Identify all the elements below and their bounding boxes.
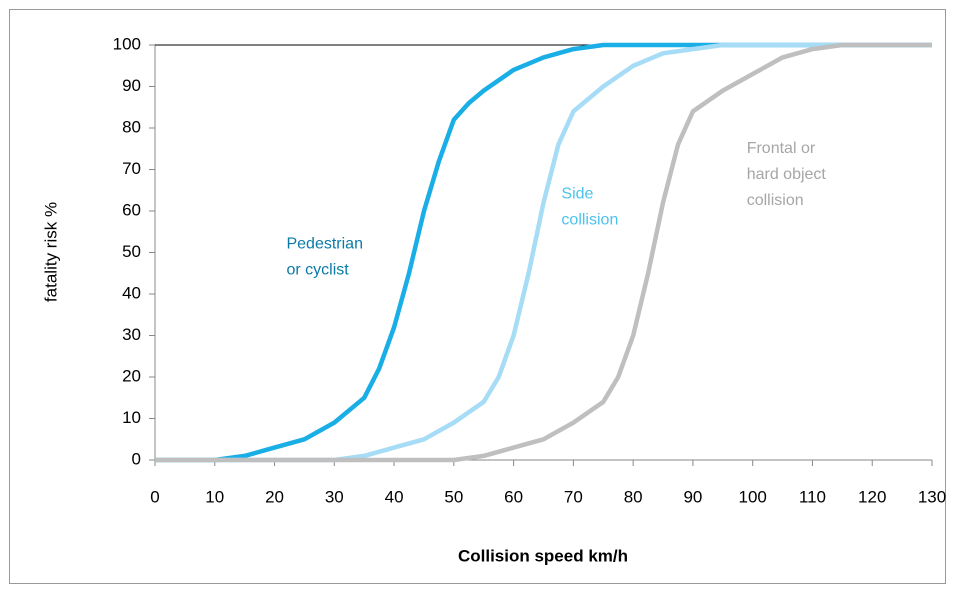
x-tick-label: 60	[504, 487, 523, 506]
x-tick-label: 90	[683, 487, 702, 506]
series-label: Pedestrian	[286, 235, 363, 252]
x-tick-label: 40	[385, 487, 404, 506]
series-label: collision	[747, 192, 804, 209]
x-tick-label: 100	[739, 487, 767, 506]
y-tick-label: 40	[122, 283, 141, 302]
x-tick-label: 0	[150, 487, 159, 506]
x-tick-label: 80	[624, 487, 643, 506]
series-label: or cyclist	[286, 261, 349, 278]
series-line	[155, 42, 932, 463]
x-tick-label: 20	[265, 487, 284, 506]
x-tick-label: 30	[325, 487, 344, 506]
y-tick-label: 70	[122, 159, 141, 178]
y-tick-label: 100	[113, 34, 141, 53]
y-axis-title: fatality risk %	[41, 202, 60, 302]
frame	[9, 9, 946, 584]
series-line	[155, 42, 932, 463]
x-tick-label: 50	[444, 487, 463, 506]
y-tick-label: 50	[122, 242, 141, 261]
series-label: collision	[561, 212, 618, 229]
series-label: hard object	[747, 166, 827, 183]
y-tick-label: 90	[122, 76, 141, 95]
x-tick-label: 120	[858, 487, 886, 506]
x-tick-label: 130	[918, 487, 946, 506]
y-tick-label: 60	[122, 200, 141, 219]
series-line	[155, 42, 932, 463]
x-tick-label: 70	[564, 487, 583, 506]
x-tick-label: 10	[205, 487, 224, 506]
y-tick-label: 80	[122, 117, 141, 136]
y-tick-label: 30	[122, 325, 141, 344]
series-label: Frontal or	[747, 140, 816, 157]
y-tick-label: 20	[122, 366, 141, 385]
x-tick-label: 110	[799, 487, 826, 506]
series-label: Side	[561, 186, 593, 203]
x-axis-title: Collision speed km/h	[458, 546, 628, 565]
y-tick-label: 10	[122, 408, 141, 427]
y-tick-label: 0	[132, 449, 141, 468]
